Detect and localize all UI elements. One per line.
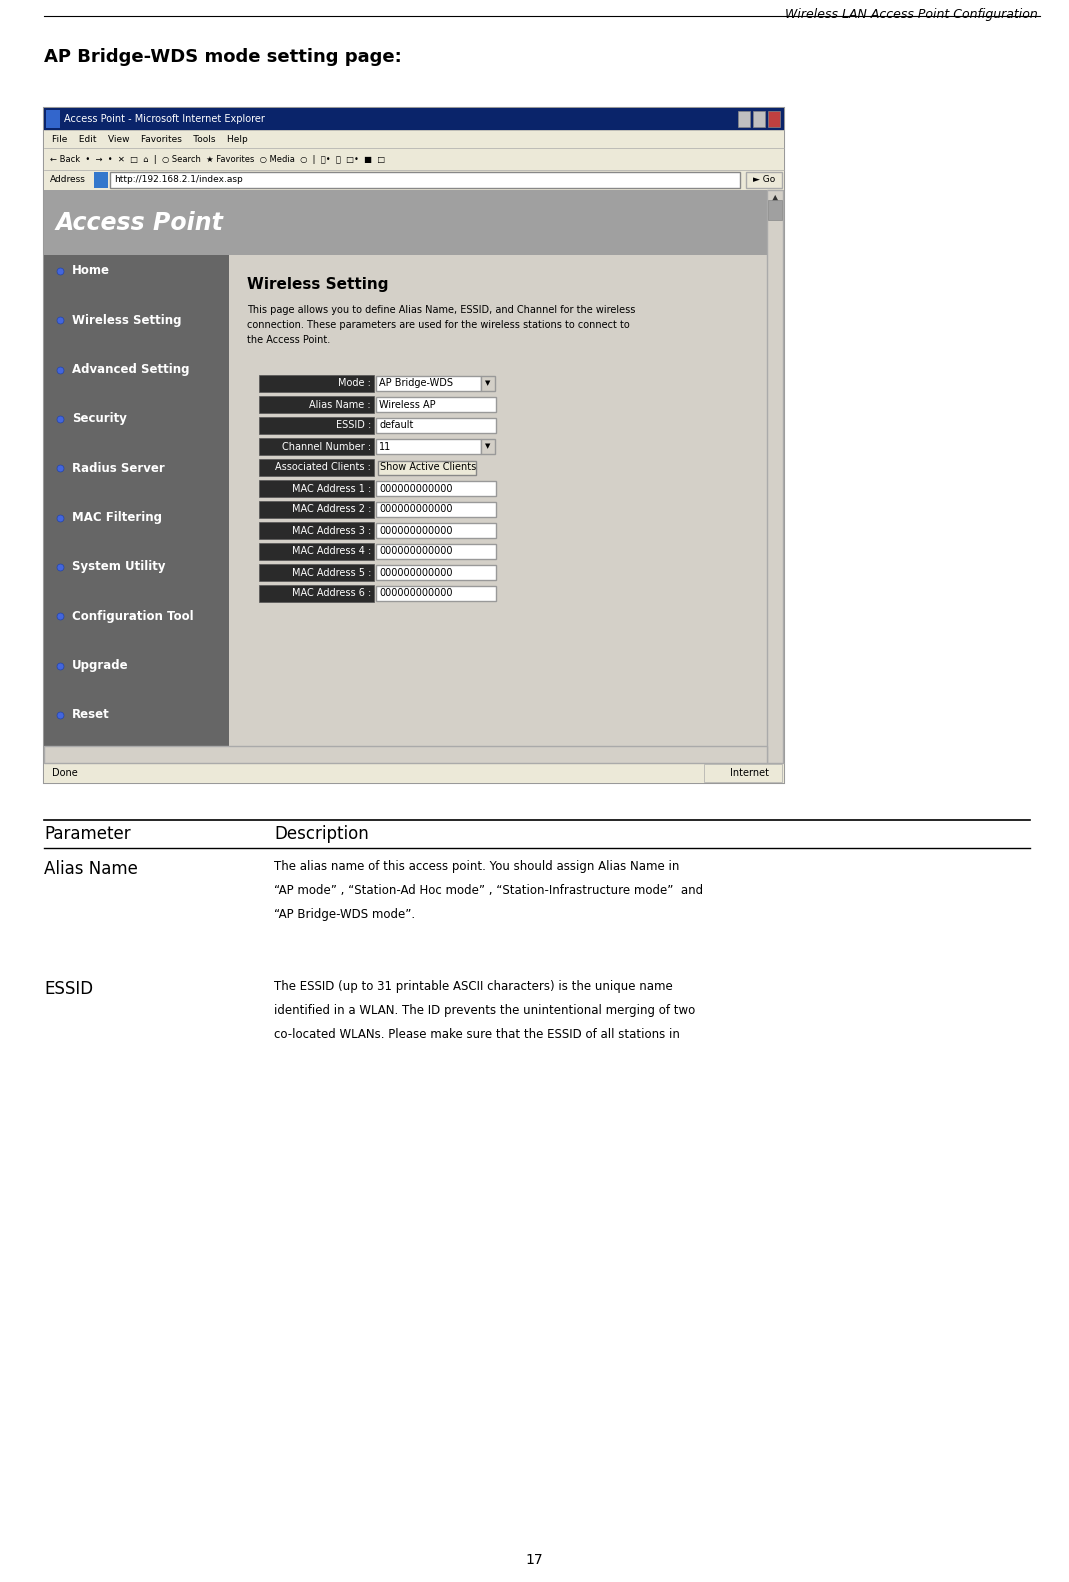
Text: Wireless LAN Access Point Configuration: Wireless LAN Access Point Configuration [786,8,1038,21]
Text: ▼: ▼ [485,381,491,386]
Bar [376,544,496,558]
Text: 11: 11 [379,441,391,451]
Text: Parameter: Parameter [44,824,130,843]
Bar [259,438,374,456]
Text: 000000000000: 000000000000 [379,568,452,577]
Bar [376,501,496,517]
Text: Alias Name: Alias Name [44,861,138,878]
Bar [259,543,374,560]
Bar [259,522,374,539]
Bar [259,459,374,476]
Text: 000000000000: 000000000000 [379,525,452,535]
Bar [376,397,496,411]
Text: Radius Server: Radius Server [72,462,165,475]
Bar [376,565,496,581]
Text: 17: 17 [525,1554,543,1568]
Text: MAC Address 6 :: MAC Address 6 : [292,589,371,598]
Bar [229,255,766,763]
Bar [44,747,766,763]
Text: Access Point: Access Point [56,210,223,234]
Text: default: default [379,421,414,430]
Text: Internet: Internet [730,767,769,778]
Text: File    Edit    View    Favorites    Tools    Help: File Edit View Favorites Tools Help [52,134,248,144]
Bar [44,149,784,169]
Text: The alias name of this access point. You should assign Alias Name in
“AP mode” ,: The alias name of this access point. You… [274,861,703,921]
Text: MAC Address 1 :: MAC Address 1 : [292,484,371,494]
Text: ▼: ▼ [485,443,491,449]
Text: MAC Address 2 :: MAC Address 2 : [292,505,371,514]
Text: http://192.168.2.1/index.asp: http://192.168.2.1/index.asp [114,176,243,185]
Text: 000000000000: 000000000000 [379,505,452,514]
Text: Channel Number :: Channel Number : [282,441,371,451]
Text: MAC Address 3 :: MAC Address 3 : [292,525,371,535]
Bar [768,111,780,127]
Bar [259,565,374,581]
Bar [376,524,496,538]
Bar [376,377,481,391]
Bar [44,169,784,190]
Text: Mode :: Mode : [338,378,371,389]
Text: MAC Address 4 :: MAC Address 4 : [292,546,371,557]
Bar [481,377,495,391]
Text: 000000000000: 000000000000 [379,589,452,598]
Text: Alias Name :: Alias Name : [309,400,371,410]
Bar [259,375,374,392]
Bar [481,438,495,454]
Text: AP Bridge-WDS: AP Bridge-WDS [379,378,453,389]
Bar [44,763,784,783]
Text: Reset: Reset [72,709,110,721]
Text: Done: Done [52,767,78,778]
Text: Upgrade: Upgrade [72,660,128,672]
Text: Show Active Clients: Show Active Clients [379,462,476,473]
Text: This page allows you to define Alias Name, ESSID, and Channel for the wireless
c: This page allows you to define Alias Nam… [247,305,635,345]
Text: Address: Address [50,176,86,185]
Bar [704,764,783,782]
Bar [259,585,374,603]
Bar [259,396,374,413]
Text: Advanced Setting: Advanced Setting [72,364,189,377]
Bar [44,255,229,763]
Text: ESSID: ESSID [44,979,93,998]
Bar [44,130,784,149]
Bar [44,108,784,130]
Bar [259,501,374,517]
Bar [259,479,374,497]
Bar [746,172,783,188]
Bar [376,585,496,601]
Text: The ESSID (up to 31 printable ASCII characters) is the unique name
identified in: The ESSID (up to 31 printable ASCII char… [274,979,695,1041]
Text: MAC Address 5 :: MAC Address 5 : [292,568,371,577]
Bar [44,190,766,255]
Bar [110,172,740,188]
Bar [259,418,374,433]
Bar [378,460,476,475]
Text: Home: Home [72,264,110,277]
Text: Configuration Tool: Configuration Tool [72,609,193,623]
Text: AP Bridge-WDS mode setting page:: AP Bridge-WDS mode setting page: [44,47,402,66]
Bar [768,199,783,220]
Text: Security: Security [72,413,127,426]
Bar [46,111,60,128]
Text: Associated Clients :: Associated Clients : [275,462,371,473]
Bar [44,108,784,783]
Text: ► Go: ► Go [753,176,775,185]
Bar [376,438,481,454]
Bar [94,172,108,188]
Text: Wireless Setting: Wireless Setting [247,277,388,293]
Bar [753,111,765,127]
Text: Wireless AP: Wireless AP [379,400,436,410]
Text: 000000000000: 000000000000 [379,546,452,557]
Text: 000000000000: 000000000000 [379,484,452,494]
Text: ← Back  •  →  •  ✕  □  ⌂  |  ○ Search  ★ Favorites  ○ Media  ○  |  ⎙•  ⎙  □•  ■ : ← Back • → • ✕ □ ⌂ | ○ Search ★ Favorite… [50,155,385,163]
Text: Description: Description [274,824,369,843]
Text: System Utility: System Utility [72,560,166,573]
Text: ▲: ▲ [772,193,778,202]
Text: ESSID :: ESSID : [336,421,371,430]
Bar [376,481,496,497]
Text: Wireless Setting: Wireless Setting [72,313,182,327]
Text: MAC Filtering: MAC Filtering [72,511,162,524]
Bar [376,418,496,433]
Bar [738,111,750,127]
Bar [766,190,783,763]
Text: Access Point - Microsoft Internet Explorer: Access Point - Microsoft Internet Explor… [64,114,265,123]
